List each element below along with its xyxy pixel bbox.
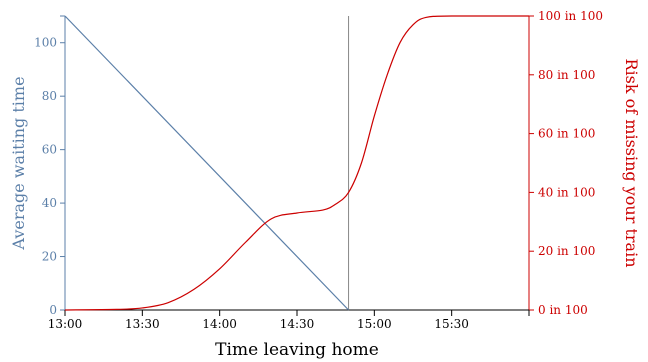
x-tick-label: 15:00 [357, 317, 392, 331]
y-axis-right-label: Risk of missing your train [622, 58, 641, 267]
x-tick-label: 13:00 [48, 317, 83, 331]
y-left-tick-label: 20 [42, 250, 57, 264]
series-layer [64, 15, 529, 311]
axes-layer: 0 20 40 60 80 100 0 in 100 20 in 100 40 in 100 60… [34, 9, 603, 331]
y-left-tick-label: 0 [49, 303, 57, 317]
y-right-tick-label: 80 in 100 [538, 68, 595, 82]
y-left-tick-label: 100 [34, 36, 57, 50]
x-tick-label: 14:00 [202, 317, 237, 331]
x-tick-label: 14:30 [280, 317, 315, 331]
y-axis-left-label: Average waiting time [9, 76, 28, 250]
y-left-tick-label: 60 [42, 143, 57, 157]
x-tick-label: 15:30 [434, 317, 469, 331]
y-left-tick-label: 80 [42, 89, 57, 103]
x-axis-label: Time leaving home [215, 340, 379, 360]
y-right-tick-label: 0 in 100 [538, 303, 588, 317]
risk-curve [64, 15, 529, 311]
x-tick-label: 13:30 [125, 317, 160, 331]
y-right-tick-label: 40 in 100 [538, 185, 595, 199]
y-left-tick-label: 40 [42, 196, 57, 210]
y-right-tick-label: 20 in 100 [538, 244, 595, 258]
waiting-time-line [64, 15, 349, 311]
y-right-tick-label: 100 in 100 [538, 9, 603, 23]
labels-layer: Time leaving home Average waiting time R… [9, 58, 641, 360]
y-right-tick-label: 60 in 100 [538, 127, 595, 141]
